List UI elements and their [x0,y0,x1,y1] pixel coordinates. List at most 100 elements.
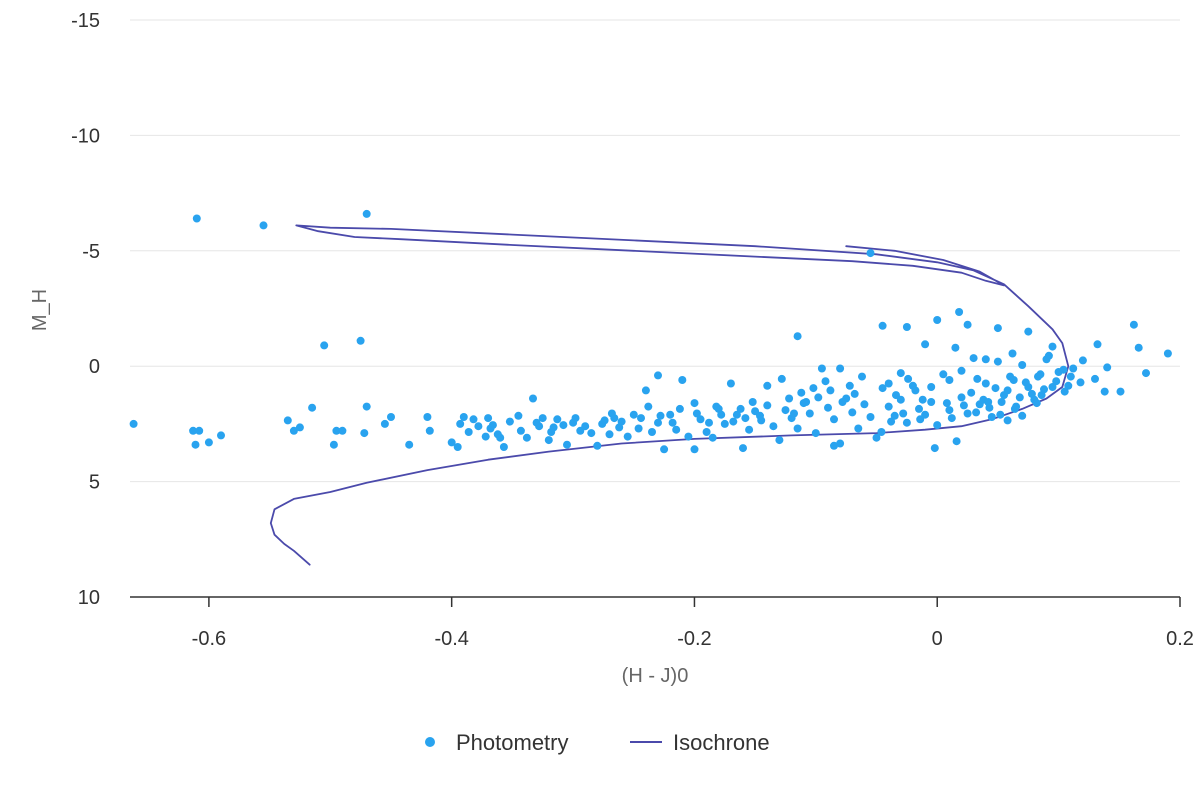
photometry-point [732,410,741,419]
photometry-point [933,316,942,324]
photometry-point [380,419,389,428]
photometry-point [993,357,1002,366]
photometry-point [708,433,717,442]
photometry-point [945,376,954,384]
photometry-point [605,430,614,439]
photometry-point [1163,349,1172,358]
x-tick-label: -0.2 [677,628,711,650]
photometry-point [939,370,948,379]
photometry-point [425,426,434,435]
photometry-point [947,414,956,423]
photometry-point [405,440,414,449]
photometry-point [916,415,925,424]
photometry-point [756,411,764,420]
photometry-point [191,440,200,449]
photometry-point [830,415,838,424]
photometry-point [921,340,930,349]
legend-photometry-label: Photometry [456,730,569,755]
grid-lines [130,19,1180,483]
photometry-point [1134,343,1143,352]
photometry-point [720,419,729,428]
photometry-point [129,419,138,428]
photometry-point [1034,372,1042,381]
photometry-point [702,428,711,436]
photometry-point [522,433,531,442]
photometry-point [496,433,505,442]
photometry-point [644,402,653,411]
photometry-point [877,428,886,436]
photometry-point [675,404,684,413]
photometry-point [993,324,1002,333]
photometry-point [1116,387,1125,396]
photometry-point [696,415,705,424]
photometry-point [790,409,798,418]
photometry-point [1003,416,1012,425]
photometry-point [1018,361,1027,369]
photometry-point [887,417,896,426]
photometry-point [1027,389,1036,398]
photometry-point [559,421,568,430]
photometry-point [802,398,811,406]
photometry-point [902,418,911,427]
y-tick-label: 0 [89,356,100,378]
photometry-point [547,428,556,436]
photometry-point [464,428,473,436]
photometry-point [878,321,887,330]
photometry-point [775,436,784,445]
photometry-point [826,386,835,395]
photometry-point [634,424,643,433]
photometry-point [927,398,936,406]
photometry-point [192,214,201,223]
photometry-point [553,415,562,424]
photometry-point [821,377,830,386]
photometry-point [1003,386,1012,395]
photometry-point [514,411,523,420]
photometry-point [1078,356,1087,365]
photometry-point [1093,340,1102,349]
photometry-series [129,209,1172,454]
photometry-point [195,426,204,435]
legend-photometry-marker [425,737,435,747]
photometry-point [712,402,721,411]
photometry-point [951,343,960,352]
photometry-point [1060,387,1069,396]
photometry-point [872,433,881,442]
photometry-point [474,422,483,431]
photometry-point [1100,387,1109,396]
photometry-point [615,423,624,432]
y-axis-title: M_H [29,289,51,331]
photometry-point [481,432,490,441]
photometry-point [1048,383,1057,391]
photometry-point [387,413,395,421]
photometry-point [911,386,920,395]
photometry-point [769,422,778,431]
photometry-point [295,423,304,432]
photometry-point [1064,381,1073,390]
photometry-point [981,355,990,364]
photometry-point [1024,327,1033,336]
photometry-point [1032,399,1041,408]
photometry-point [793,332,802,341]
photometry-point [717,410,726,419]
photometry-point [456,419,465,428]
photometry-point [763,381,772,390]
photometry-point [529,394,537,403]
photometry-point [1008,349,1017,358]
photometry-point [973,374,982,383]
photometry-point [289,426,298,435]
photometry-point [362,209,371,218]
photometry-point [666,410,675,419]
photometry-point [538,414,547,423]
photometry-point [283,416,292,425]
photometry-point [678,376,687,384]
photometry-point [904,374,913,383]
photometry-point [918,395,927,404]
x-axis: -0.6 -0.4 -0.2 0 0.2 [130,596,1194,650]
photometry-point [516,426,525,435]
isochrone-line [269,224,1070,566]
photometry-point [866,413,875,421]
photometry-point [915,404,923,413]
x-tick-label: 0 [932,628,943,650]
photometry-point [692,409,701,418]
legend: Photometry Isochrone [425,730,770,755]
